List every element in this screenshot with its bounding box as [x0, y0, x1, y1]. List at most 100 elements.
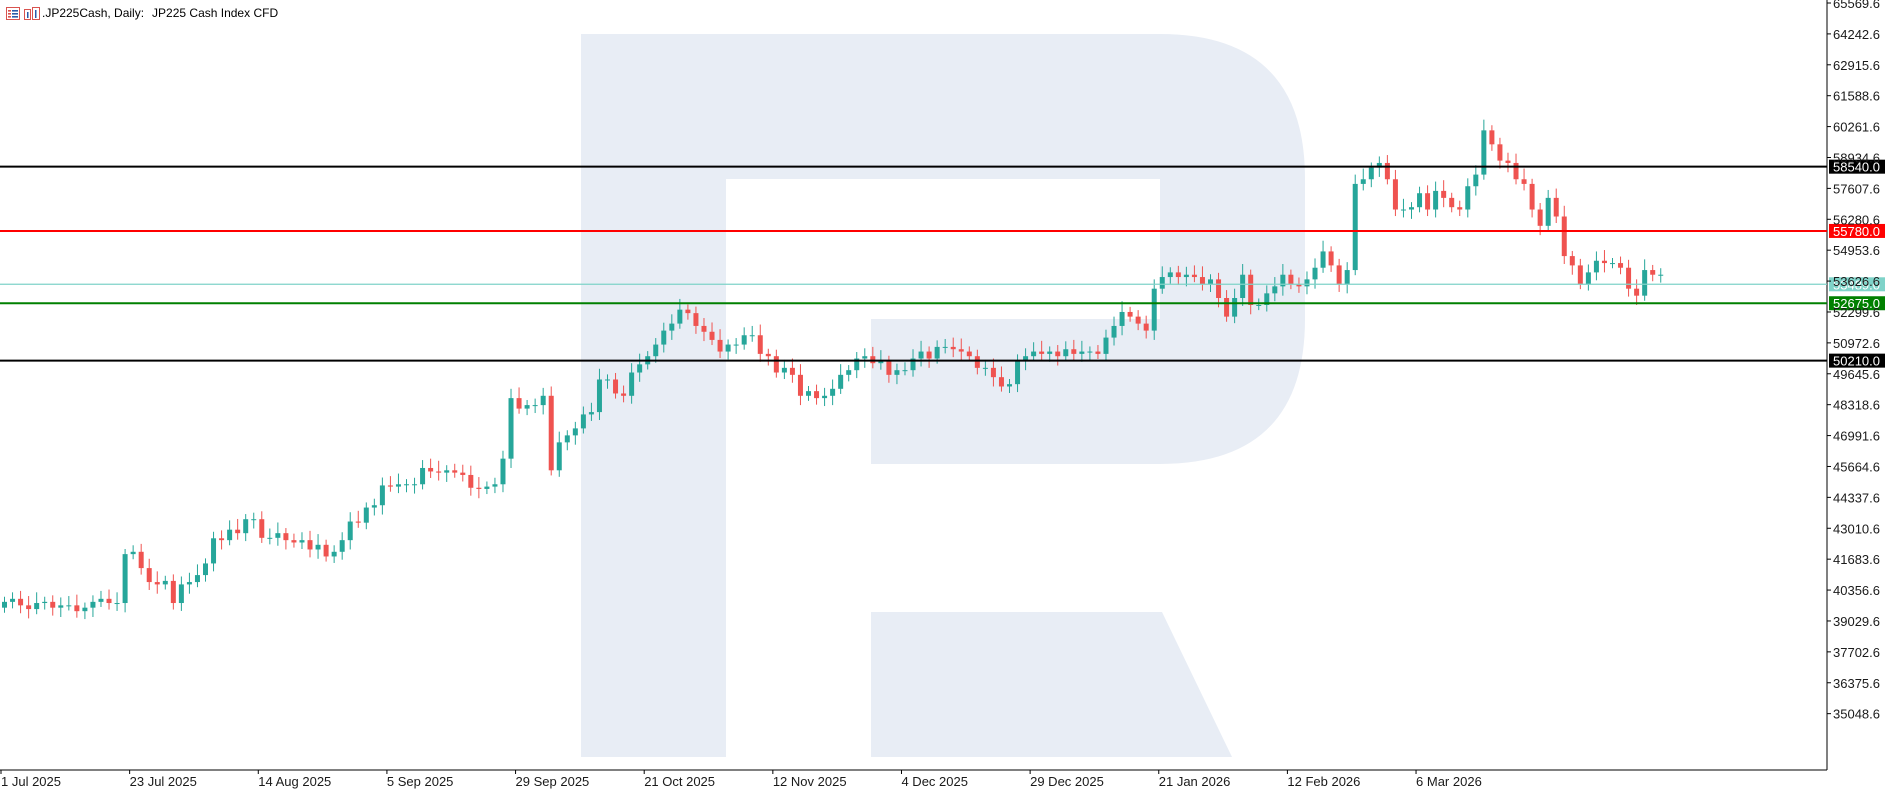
candle-body	[500, 458, 506, 485]
time-tick-label: 12 Feb 2026	[1287, 774, 1360, 789]
candle-body	[1159, 277, 1165, 289]
candle-body	[605, 379, 610, 381]
candle	[998, 366, 1004, 392]
candle-body	[717, 339, 723, 352]
candle	[548, 386, 554, 476]
candle-body	[122, 554, 128, 604]
candle	[18, 590, 24, 614]
candle	[146, 558, 152, 590]
price-tick-label: 43010.6	[1833, 521, 1880, 536]
candle	[1103, 329, 1109, 361]
candle-body	[1529, 183, 1535, 210]
candle	[1159, 266, 1165, 294]
candle	[1055, 345, 1061, 366]
candle	[130, 545, 136, 560]
candle	[1232, 288, 1238, 324]
symbol-description: JP225 Cash Index CFD	[152, 6, 279, 20]
candle	[58, 597, 64, 617]
candle-body	[1441, 190, 1447, 198]
candle-body	[966, 351, 972, 357]
candle	[725, 339, 731, 360]
price-tick-label: 46991.6	[1833, 429, 1880, 444]
candle-body	[1569, 256, 1575, 266]
candle-body	[138, 551, 144, 569]
candle	[267, 528, 273, 545]
candle-body	[82, 607, 88, 612]
candle	[26, 596, 32, 619]
candle-body	[34, 603, 40, 610]
candle-body	[1256, 304, 1262, 306]
candle	[1344, 262, 1350, 294]
candle	[1248, 269, 1254, 315]
candle-body	[516, 398, 522, 409]
candle	[138, 543, 144, 575]
chart-header: .JP225Cash, Daily: JP225 Cash Index CFD	[6, 5, 278, 21]
candle	[10, 592, 16, 609]
candle	[82, 602, 88, 620]
candle	[500, 450, 506, 493]
candle-body	[323, 544, 329, 557]
candle	[1087, 346, 1093, 361]
candle-body	[1537, 209, 1543, 226]
price-tick-label: 65569.6	[1833, 0, 1880, 11]
candle	[1328, 246, 1334, 272]
level-tag	[1829, 277, 1885, 292]
candle-body	[227, 529, 233, 541]
candle-body	[484, 486, 490, 489]
price-axis: 65569.6 64242.6 62915.6 61588.6 60261.6 58934…	[1827, 0, 1880, 722]
candle-body	[1087, 351, 1093, 353]
candle-body	[1650, 270, 1656, 275]
candle	[347, 512, 353, 550]
candle-body	[1216, 279, 1222, 298]
price-tick-label: 57607.6	[1833, 181, 1880, 196]
candle	[1521, 168, 1527, 191]
candle	[1143, 315, 1149, 339]
candle	[516, 387, 522, 414]
price-tick-label: 61588.6	[1833, 89, 1880, 104]
candle	[1441, 180, 1447, 208]
candle	[1489, 125, 1495, 151]
candle	[387, 476, 393, 492]
candle-body	[637, 364, 643, 373]
candle	[950, 337, 956, 358]
price-tick-label: 49645.6	[1833, 367, 1880, 382]
candle	[1256, 298, 1262, 311]
candle-body	[1272, 286, 1278, 294]
candle-body	[725, 344, 731, 352]
candle-body	[379, 485, 385, 506]
time-tick-label: 14 Aug 2025	[258, 774, 331, 789]
candle-body	[1513, 162, 1519, 180]
candle-body	[1039, 351, 1045, 354]
candle-body	[1320, 251, 1326, 268]
candle-body	[1111, 325, 1117, 338]
candle-body	[661, 330, 667, 345]
candle	[492, 477, 498, 494]
candle	[1183, 266, 1189, 287]
candle	[420, 460, 426, 490]
candle-body	[10, 598, 16, 602]
candle-body	[629, 372, 635, 396]
candle	[596, 368, 602, 421]
candle	[219, 530, 225, 550]
price-tick-label: 54953.6	[1833, 243, 1880, 258]
list-icon[interactable]	[6, 6, 20, 20]
candle	[556, 431, 562, 477]
candle-body	[1352, 183, 1358, 271]
price-tick-label: 52299.6	[1833, 305, 1880, 320]
candle-body	[130, 551, 136, 555]
chart-bars-icon[interactable]	[24, 6, 40, 20]
candle	[1336, 258, 1342, 292]
candle	[98, 590, 104, 607]
candle	[685, 304, 691, 320]
candle	[781, 359, 787, 380]
candle	[1079, 340, 1085, 362]
candle	[42, 596, 48, 610]
candle-body	[1577, 265, 1583, 285]
candle	[1473, 165, 1479, 196]
candle	[1585, 264, 1591, 291]
candle	[1007, 379, 1012, 393]
candle	[789, 358, 795, 383]
candle-body	[524, 405, 530, 409]
level-label: 58540.0	[1833, 160, 1880, 175]
